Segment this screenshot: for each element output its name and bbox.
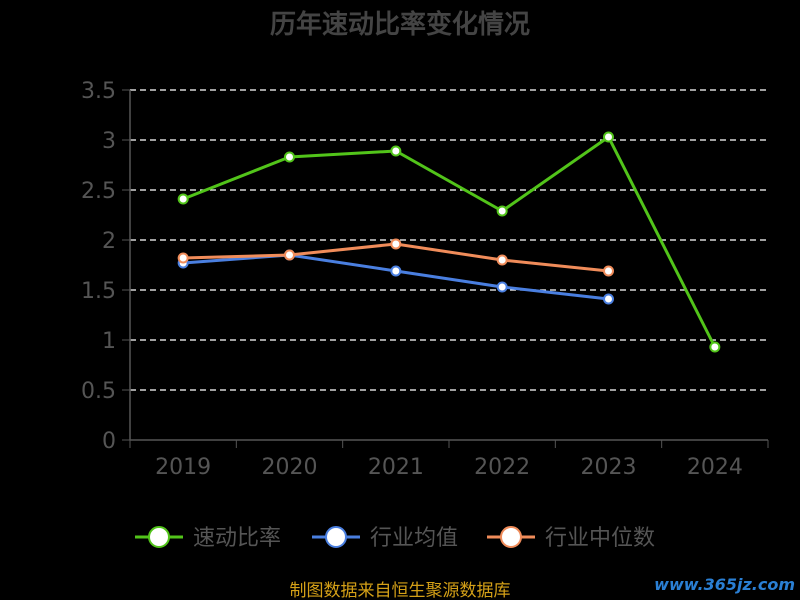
legend-item-2[interactable]: 行业中位数 [487,526,655,551]
series-line [182,134,717,348]
x-tick-label: 2019 [155,455,211,480]
series-line [183,253,609,301]
source-note: 制图数据来自恒生聚源数据库 [290,581,511,600]
y-axis-ticks: 0 0.5 1 1.5 2 2.5 3 3.5 [81,79,130,454]
legend-label: 行业中位数 [545,526,655,551]
data-point[interactable] [390,238,402,250]
data-point[interactable] [496,281,508,293]
data-point[interactable] [390,145,402,157]
data-point[interactable] [284,151,295,163]
y-tick-label: 1.5 [81,279,116,304]
legend-swatch-marker [500,526,522,548]
x-tick-label: 2021 [368,455,424,480]
data-point[interactable] [177,252,189,264]
legend-swatch-marker [148,526,170,548]
y-tick-label: 3.5 [81,79,116,104]
data-point[interactable] [709,341,721,353]
data-point[interactable] [284,249,295,261]
y-tick-label: 2.5 [81,179,116,204]
x-tick-label: 2022 [474,455,530,480]
y-tick-label: 3 [102,129,116,154]
y-tick-label: 2 [102,229,116,254]
data-point[interactable] [177,193,189,205]
series-1 [177,249,614,305]
y-tick-label: 0.5 [81,379,116,404]
legend-label: 行业均值 [370,526,458,551]
series-group [177,131,721,353]
data-point[interactable] [603,131,614,143]
chart-title: 历年速动比率变化情况 [270,9,530,40]
series-0 [177,131,721,353]
legend: 速动比率 行业均值 行业中位数 [135,526,655,551]
data-point[interactable] [496,254,508,266]
data-point[interactable] [603,293,614,305]
legend-item-1[interactable]: 行业均值 [312,526,458,551]
data-point[interactable] [603,265,614,277]
legend-label: 速动比率 [193,526,281,551]
watermark: www.365jz.com [654,575,795,594]
grid-lines [130,89,768,391]
legend-item-0[interactable]: 速动比率 [135,526,281,551]
x-tick-label: 2023 [581,455,637,480]
x-tick-label: 2020 [262,455,318,480]
x-tick-label: 2024 [687,455,743,480]
y-tick-label: 1 [102,329,116,354]
data-point[interactable] [496,205,508,217]
legend-swatch-marker [325,526,347,548]
x-axis-ticks: 2019 2020 2021 2022 2023 2024 [129,440,769,480]
series-2 [177,238,614,277]
data-point[interactable] [390,265,402,277]
y-tick-label: 0 [102,429,116,454]
